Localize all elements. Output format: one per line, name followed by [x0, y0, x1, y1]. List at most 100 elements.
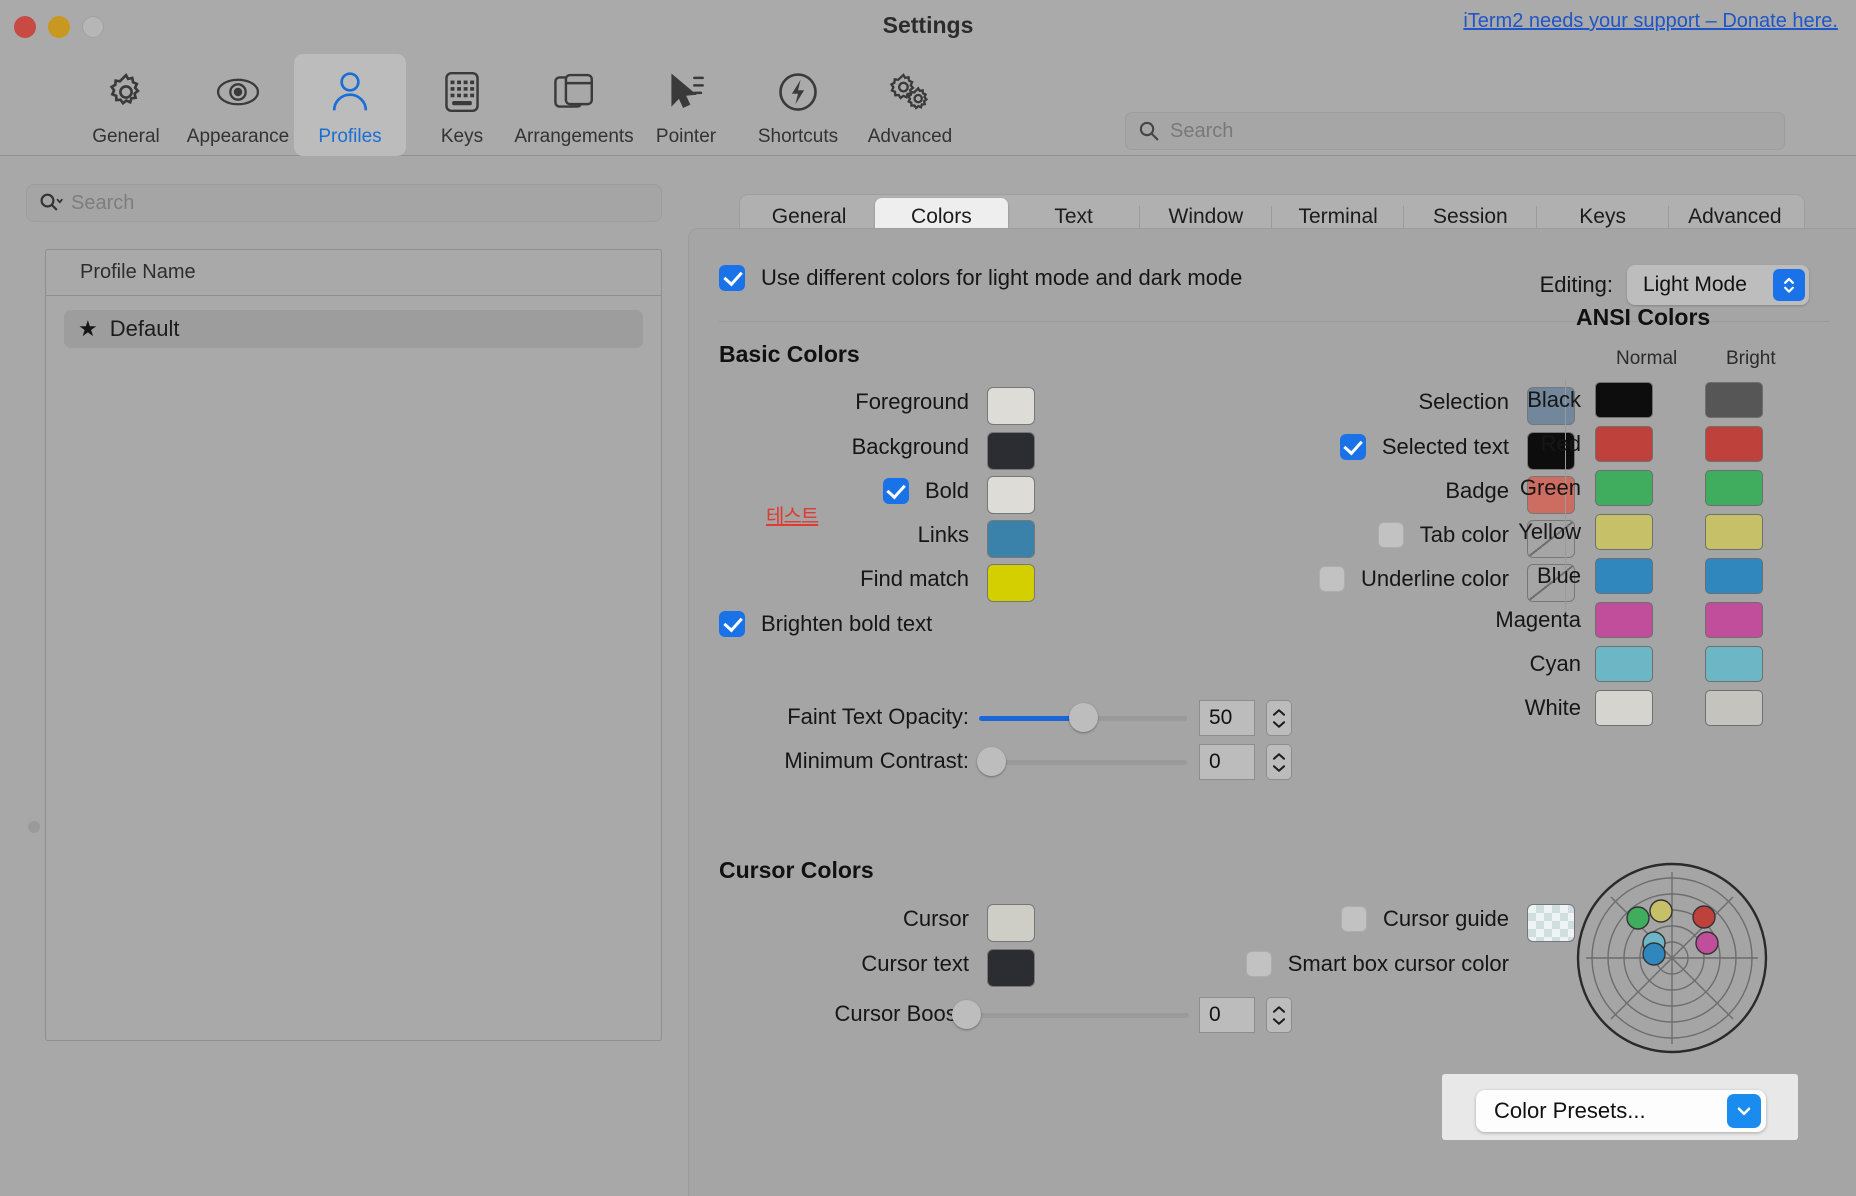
toolbar-item-general[interactable]: General: [70, 54, 182, 156]
cursor-boost-value[interactable]: 0: [1199, 997, 1255, 1033]
foreground-swatch[interactable]: [987, 387, 1035, 425]
min-contrast-slider[interactable]: [977, 747, 1187, 776]
ansi-red-bright-swatch[interactable]: [1705, 426, 1763, 462]
ansi-red-normal-swatch[interactable]: [1595, 426, 1653, 462]
color-presets-button[interactable]: Color Presets...: [1476, 1090, 1766, 1132]
brighten-bold-checkbox[interactable]: [719, 611, 745, 637]
ansi-white-bright-swatch[interactable]: [1705, 690, 1763, 726]
minimize-button[interactable]: [48, 16, 70, 38]
ansi-row-cyan: Cyan: [1453, 646, 1763, 682]
row-selected-text: Selected text: [1069, 434, 1509, 460]
bolt-circle-icon: [777, 64, 819, 120]
tab-session[interactable]: Session: [1404, 198, 1537, 236]
cursor-boost-slider[interactable]: [952, 1000, 1189, 1029]
toolbar-item-arrangements[interactable]: Arrangements: [514, 54, 634, 156]
different-colors-checkbox[interactable]: [719, 265, 745, 291]
toolbar-item-profiles[interactable]: Profiles: [294, 54, 406, 156]
tab-window[interactable]: Window: [1140, 198, 1272, 236]
toolbar-item-keys[interactable]: Keys: [406, 54, 518, 156]
background-swatch[interactable]: [987, 432, 1035, 470]
slider-knob[interactable]: [1069, 703, 1098, 732]
ansi-yellow-bright-swatch[interactable]: [1705, 514, 1763, 550]
ansi-blue-normal-swatch[interactable]: [1595, 558, 1653, 594]
ansi-row-red: Red: [1453, 426, 1763, 462]
donate-link[interactable]: iTerm2 needs your support – Donate here.: [1463, 10, 1838, 32]
ansi-cyan-normal-swatch[interactable]: [1595, 646, 1653, 682]
ansi-green-normal-swatch[interactable]: [1595, 470, 1653, 506]
slider-knob[interactable]: [977, 747, 1006, 776]
ansi-green-bright-swatch[interactable]: [1705, 470, 1763, 506]
toolbar-label-profiles: Profiles: [318, 126, 382, 147]
list-item[interactable]: ★ Default: [64, 310, 643, 348]
underline-color-label: Underline color: [1361, 566, 1509, 591]
profiles-table: Profile Name ★ Default: [45, 249, 662, 1041]
toolbar-item-appearance[interactable]: Appearance: [182, 54, 294, 156]
tab-color-swatch[interactable]: [1527, 520, 1575, 558]
underline-color-swatch[interactable]: [1527, 564, 1575, 602]
row-badge: Badge: [1069, 478, 1509, 504]
cursor-guide-swatch[interactable]: [1527, 904, 1575, 942]
tab-advanced[interactable]: Advanced: [1669, 198, 1801, 236]
ansi-magenta-normal-swatch[interactable]: [1595, 602, 1653, 638]
underline-color-checkbox[interactable]: [1319, 566, 1346, 592]
tab-general[interactable]: General: [743, 198, 875, 236]
wheel-point-green: [1626, 906, 1650, 930]
editing-mode-select[interactable]: Light Mode: [1627, 265, 1809, 305]
smart-box-cursor-checkbox[interactable]: [1245, 951, 1272, 977]
cursor-label: Cursor: [902, 906, 969, 931]
toolbar-search-input[interactable]: Search: [1125, 112, 1785, 150]
badge-swatch[interactable]: [1527, 476, 1575, 514]
maximize-button[interactable]: [82, 16, 104, 38]
faint-opacity-stepper[interactable]: [1266, 700, 1292, 736]
slider-track: [954, 1012, 1189, 1018]
sidebar-resize-handle[interactable]: [28, 821, 40, 833]
cursor-swatch[interactable]: [987, 904, 1035, 942]
tab-text[interactable]: Text: [1008, 198, 1140, 236]
ansi-black-normal-swatch[interactable]: [1595, 382, 1653, 418]
tab-divider: [1271, 206, 1272, 228]
ansi-blue-bright-swatch[interactable]: [1705, 558, 1763, 594]
min-contrast-value[interactable]: 0: [1199, 744, 1255, 780]
ansi-yellow-normal-swatch[interactable]: [1595, 514, 1653, 550]
color-wheel[interactable]: [1572, 858, 1772, 1058]
cursor-guide-checkbox[interactable]: [1341, 906, 1368, 932]
slider-knob[interactable]: [952, 1000, 981, 1029]
bold-swatch[interactable]: [987, 476, 1035, 514]
row-find-match: Find match: [719, 566, 969, 592]
tab-terminal[interactable]: Terminal: [1272, 198, 1405, 236]
cursor-text-swatch[interactable]: [987, 949, 1035, 987]
ansi-bright-header: Bright: [1726, 348, 1776, 369]
colors-content: Use different colors for light mode and …: [688, 228, 1856, 1196]
selected-text-swatch[interactable]: [1527, 432, 1575, 470]
chevron-up-icon: [1272, 752, 1286, 760]
bold-checkbox[interactable]: [882, 478, 909, 504]
selected-text-checkbox[interactable]: [1339, 434, 1366, 460]
min-contrast-stepper[interactable]: [1266, 744, 1292, 780]
toolbar-search-placeholder: Search: [1170, 119, 1234, 142]
background-label: Background: [851, 434, 969, 459]
selection-swatch[interactable]: [1527, 387, 1575, 425]
toolbar-label-general: General: [92, 126, 160, 147]
ansi-black-bright-swatch[interactable]: [1705, 382, 1763, 418]
wheel-point-yellow: [1649, 899, 1673, 923]
close-button[interactable]: [14, 16, 36, 38]
cursor-boost-stepper[interactable]: [1266, 997, 1292, 1033]
row-brighten-bold: Brighten bold text: [719, 611, 932, 637]
toolbar-item-advanced[interactable]: Advanced: [854, 54, 966, 156]
tab-color-checkbox[interactable]: [1377, 522, 1404, 548]
profile-search-input[interactable]: Search: [26, 184, 662, 222]
links-swatch[interactable]: [987, 520, 1035, 558]
tab-label: Session: [1433, 205, 1508, 228]
tab-keys[interactable]: Keys: [1537, 198, 1669, 236]
wheel-point-blue: [1642, 942, 1666, 966]
toolbar-item-pointer[interactable]: Pointer: [630, 54, 742, 156]
find-match-swatch[interactable]: [987, 564, 1035, 602]
ansi-magenta-bright-swatch[interactable]: [1705, 602, 1763, 638]
ansi-cyan-bright-swatch[interactable]: [1705, 646, 1763, 682]
toolbar-item-shortcuts[interactable]: Shortcuts: [742, 54, 854, 156]
toolbar-label-pointer: Pointer: [655, 126, 717, 147]
search-icon: [1139, 121, 1159, 141]
faint-opacity-slider[interactable]: [979, 703, 1187, 732]
ansi-white-normal-swatch[interactable]: [1595, 690, 1653, 726]
faint-opacity-value[interactable]: 50: [1199, 700, 1255, 736]
